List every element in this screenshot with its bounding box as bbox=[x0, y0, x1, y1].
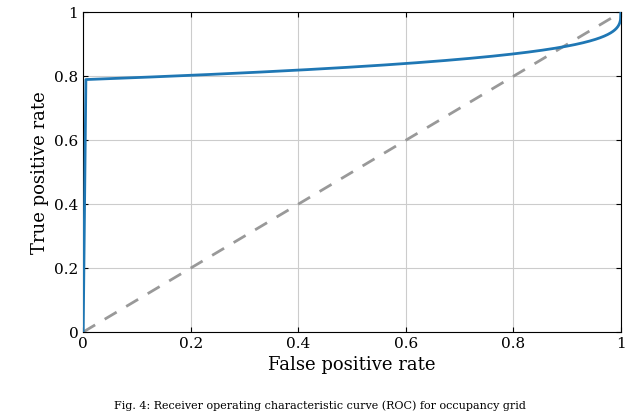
X-axis label: False positive rate: False positive rate bbox=[268, 356, 436, 374]
Text: Fig. 4: Receiver operating characteristic curve (ROC) for occupancy grid: Fig. 4: Receiver operating characteristi… bbox=[114, 400, 526, 411]
Y-axis label: True positive rate: True positive rate bbox=[31, 91, 49, 254]
